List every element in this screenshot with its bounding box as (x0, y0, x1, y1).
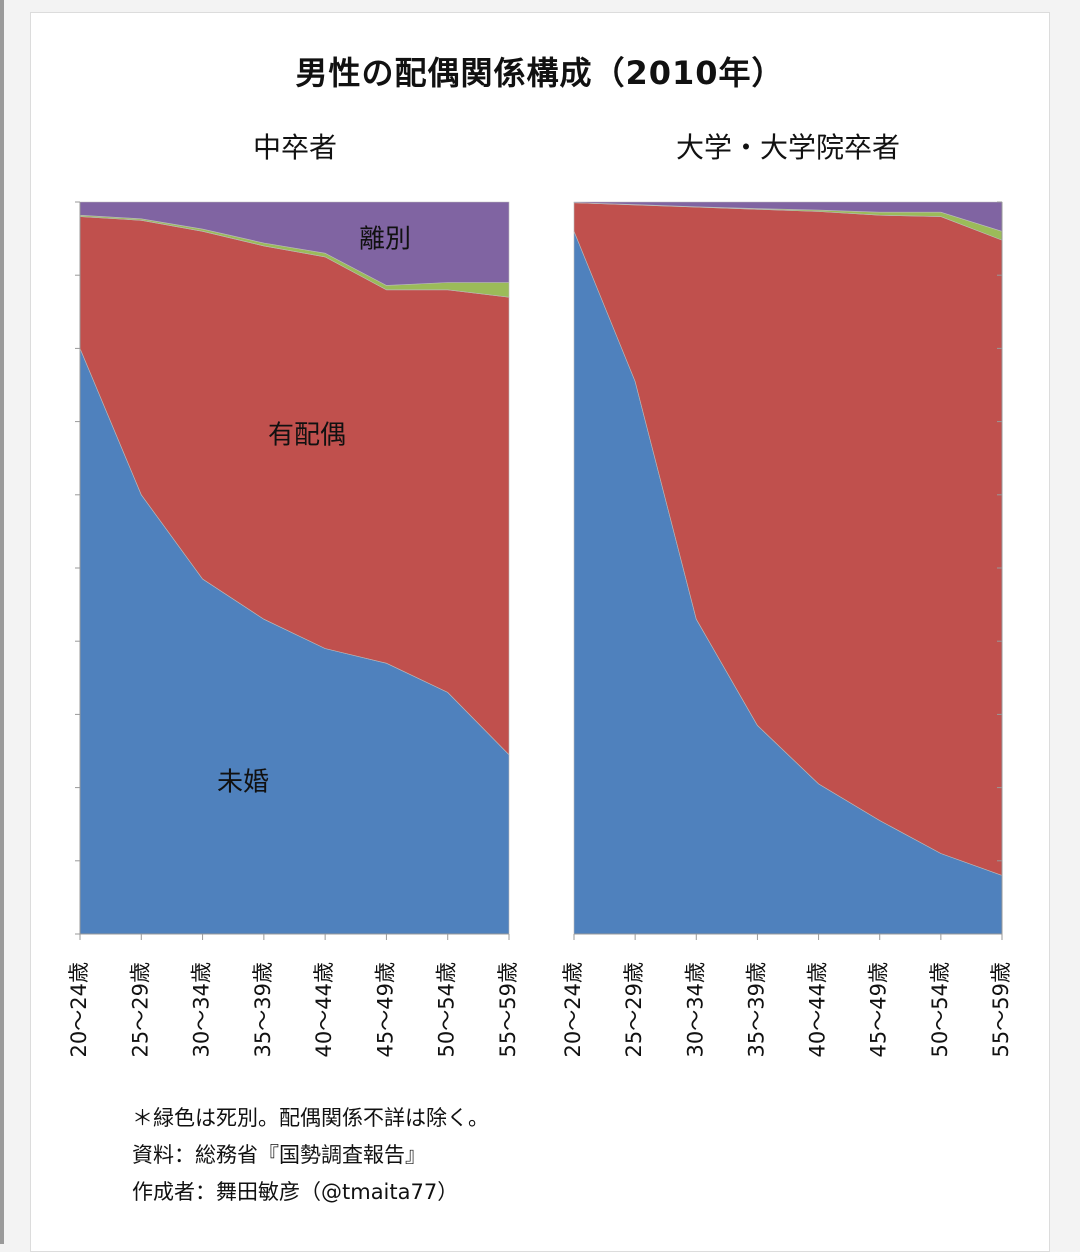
x-tick-label: 55〜59歳 (989, 962, 1013, 1057)
left-panel-subtitle: 中卒者 (252, 131, 337, 164)
series-annotation-label: 有配偶 (268, 421, 346, 451)
x-tick-label: 55〜59歳 (496, 962, 520, 1057)
x-tick-label: 35〜39歳 (251, 962, 275, 1057)
series-annotation-label: 未婚 (217, 768, 269, 798)
series-annotation-label: 離別 (359, 225, 411, 255)
footnotes: ＊緑色は死別。配偶関係不詳は除く。 資料：総務省『国勢調査報告』 作成者：舞田敏… (132, 1100, 489, 1211)
x-tick-label: 35〜39歳 (744, 962, 768, 1057)
x-tick-label: 50〜54歳 (928, 962, 952, 1057)
footnote-green-note: ＊緑色は死別。配偶関係不詳は除く。 (132, 1106, 489, 1130)
x-tick-label: 40〜44歳 (312, 962, 336, 1057)
area-panel-1: 20〜24歳 25〜29歳 30〜34歳 35〜39歳 40〜44歳 45〜49歳 50〜5… (67, 201, 520, 1057)
window-edge (0, 0, 4, 1244)
chart-title: 男性の配偶関係構成（2010年） (295, 54, 785, 92)
x-tick-label: 30〜34歳 (190, 962, 214, 1057)
x-tick-label: 25〜29歳 (128, 962, 152, 1057)
footnote-source: 資料：総務省『国勢調査報告』 (132, 1143, 426, 1167)
x-tick-label: 20〜24歳 (67, 962, 91, 1057)
x-tick-label: 25〜29歳 (622, 962, 646, 1057)
x-tick-label: 40〜44歳 (806, 962, 830, 1057)
x-tick-label: 20〜24歳 (561, 962, 585, 1057)
footnote-author: 作成者：舞田敏彦（@tmaita77） (132, 1180, 459, 1204)
area-series-離別 (79, 201, 510, 286)
x-tick-label: 50〜54歳 (435, 962, 459, 1057)
x-tick-label: 45〜49歳 (867, 962, 891, 1057)
x-tick-label: 30〜34歳 (683, 962, 707, 1057)
area-panel-2: 20〜24歳 25〜29歳 30〜34歳 35〜39歳 40〜44歳 45〜49歳 50〜5… (561, 201, 1013, 1057)
x-tick-label: 45〜49歳 (373, 962, 397, 1057)
right-panel-subtitle: 大学・大学院卒者 (675, 131, 900, 164)
